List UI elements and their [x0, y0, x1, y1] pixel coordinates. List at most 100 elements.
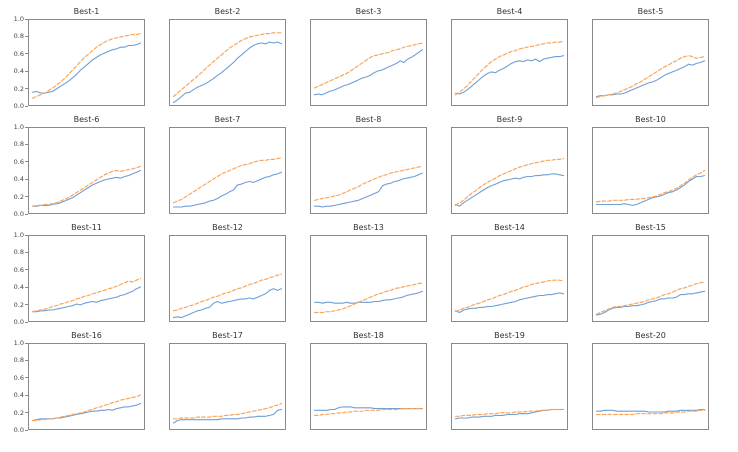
y-tick-label: 0.8	[13, 32, 24, 41]
y-tick-mark	[25, 342, 28, 344]
subplot-grid: Best-1 1.0 0.8 0.6 0.4 0.2 0.0 Best-2 Best-3 Best…	[14, 5, 709, 433]
y-tick-label: 0.6	[13, 265, 24, 274]
solid-blue-line	[31, 42, 142, 94]
plot-canvas	[31, 33, 142, 99]
y-tick-label: 0.4	[13, 390, 24, 399]
solid-blue-line	[454, 173, 565, 207]
plot-canvas	[454, 408, 565, 420]
subplot-best-15: Best-15	[592, 221, 709, 322]
plot-box	[592, 19, 709, 106]
subplot-best-9: Best-9	[451, 113, 568, 214]
y-tick-mark	[25, 161, 28, 163]
y-tick-label: 1.0	[13, 338, 24, 347]
plot-box	[310, 127, 427, 214]
y-tick-mark	[25, 321, 28, 323]
subplot-best-14: Best-14	[451, 221, 568, 322]
dashed-orange-line	[31, 277, 142, 313]
plot-canvas	[313, 282, 424, 314]
plot-box	[28, 235, 145, 322]
y-tick-mark	[25, 359, 28, 361]
plot-box	[451, 19, 568, 106]
y-tick-label: 0.0	[13, 101, 24, 110]
plot-box	[310, 19, 427, 106]
plot-canvas	[313, 165, 424, 208]
solid-blue-line	[31, 402, 142, 422]
subplot-best-3: Best-3	[310, 5, 427, 106]
subplot-title: Best-2	[214, 7, 241, 16]
plot-area-wrap	[169, 19, 286, 106]
y-tick-mark	[25, 234, 28, 236]
dashed-orange-line	[313, 42, 424, 89]
dashed-orange-line	[454, 408, 565, 417]
subplot-best-20: Best-20	[592, 329, 709, 430]
plot-area-wrap	[169, 127, 286, 214]
subplot-title: Best-14	[494, 223, 525, 232]
y-tick-mark	[25, 143, 28, 145]
plot-area-wrap	[451, 127, 568, 214]
y-tick-mark	[25, 377, 28, 379]
y-tick-mark	[25, 18, 28, 20]
y-tick-label: 0.8	[13, 248, 24, 257]
solid-blue-line	[595, 60, 706, 98]
subplot-best-19: Best-19	[451, 329, 568, 430]
y-tick-mark	[25, 126, 28, 128]
y-tick-label: 0.0	[13, 209, 24, 218]
plot-box	[28, 19, 145, 106]
subplot-best-11: Best-11 1.0 0.8 0.6 0.4 0.2 0.0	[14, 221, 145, 325]
y-tick-mark	[25, 251, 28, 253]
y-tick-label: 1.0	[13, 230, 24, 239]
plot-canvas	[31, 394, 142, 422]
plot-area-wrap: 1.0 0.8 0.6 0.4 0.2 0.0	[14, 232, 145, 325]
solid-blue-line	[595, 408, 706, 413]
dashed-orange-line	[31, 165, 142, 207]
subplot-best-2: Best-2	[169, 5, 286, 106]
subplot-title: Best-19	[494, 331, 525, 340]
y-tick-label: 0.0	[13, 317, 24, 326]
dashed-orange-line	[313, 407, 424, 417]
dashed-orange-line	[454, 40, 565, 96]
y-tick-mark	[25, 286, 28, 288]
solid-blue-line	[31, 169, 142, 207]
plot-canvas	[595, 408, 706, 416]
plot-area-wrap	[310, 19, 427, 106]
plot-box	[169, 343, 286, 430]
subplot-title: Best-3	[355, 7, 382, 16]
plot-box	[451, 343, 568, 430]
plot-area-wrap	[451, 19, 568, 106]
subplot-best-16: Best-16 1.0 0.8 0.6 0.4 0.2 0.0	[14, 329, 145, 433]
y-tick-label: 0.6	[13, 157, 24, 166]
y-tick-mark	[25, 213, 28, 215]
solid-blue-line	[31, 286, 142, 313]
plot-canvas	[454, 40, 565, 96]
subplot-title: Best-16	[71, 331, 102, 340]
subplot-title: Best-17	[212, 331, 243, 340]
subplot-best-18: Best-18	[310, 329, 427, 430]
y-tick-label: 0.2	[13, 408, 24, 417]
dashed-orange-line	[172, 273, 283, 312]
dashed-orange-line	[454, 279, 565, 313]
plot-area-wrap	[592, 127, 709, 214]
subplot-best-12: Best-12	[169, 221, 286, 322]
plot-canvas	[31, 165, 142, 207]
y-tick-label: 0.6	[13, 49, 24, 58]
dashed-orange-line	[595, 169, 706, 203]
dashed-orange-line	[172, 32, 283, 98]
plot-area-wrap	[451, 343, 568, 430]
subplot-title: Best-20	[635, 331, 666, 340]
y-tick-label: 0.8	[13, 140, 24, 149]
plot-box	[592, 235, 709, 322]
subplot-title: Best-10	[635, 115, 666, 124]
dashed-orange-line	[595, 281, 706, 315]
y-tick-label: 0.6	[13, 373, 24, 382]
subplot-best-4: Best-4	[451, 5, 568, 106]
subplot-title: Best-8	[355, 115, 382, 124]
subplot-title: Best-15	[635, 223, 666, 232]
plot-box	[451, 127, 568, 214]
plot-area-wrap	[310, 343, 427, 430]
plot-canvas	[31, 277, 142, 313]
plot-area-wrap	[310, 127, 427, 214]
subplot-title: Best-9	[496, 115, 523, 124]
plot-area-wrap: 1.0 0.8 0.6 0.4 0.2 0.0	[14, 340, 145, 433]
plot-box	[28, 127, 145, 214]
